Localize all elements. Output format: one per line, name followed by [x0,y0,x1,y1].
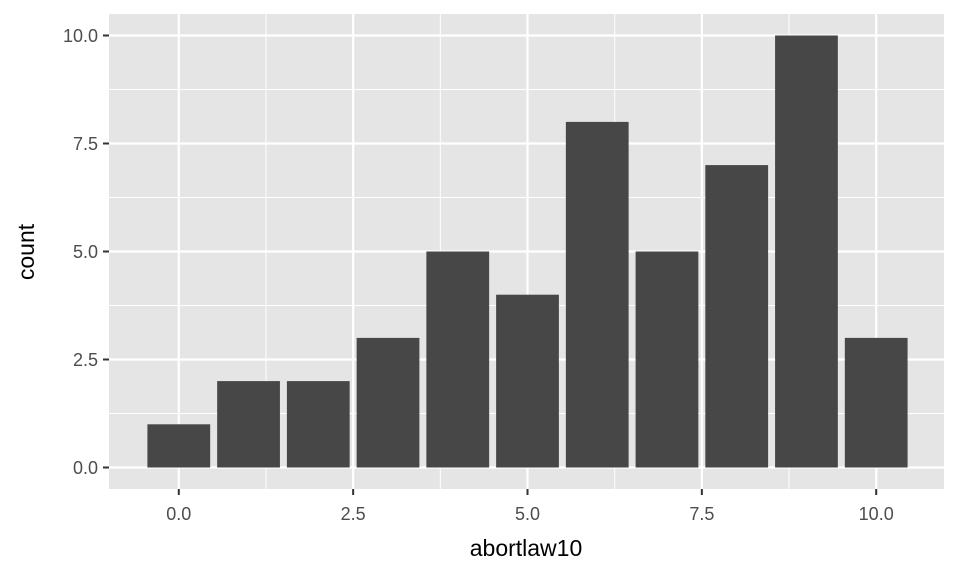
x-tick-label: 10.0 [859,504,894,524]
bar [635,251,699,468]
bar [705,165,769,468]
bar [286,381,350,468]
y-tick-label: 10.0 [63,26,98,46]
x-tick-label: 5.0 [515,504,540,524]
x-axis: 0.0 2.5 5.0 7.5 10.0 [166,489,894,524]
y-tick-label: 5.0 [73,242,98,262]
x-axis-title: abortlaw10 [470,535,583,561]
y-axis: 0.0 2.5 5.0 7.5 10.0 [63,26,109,478]
y-tick-label: 7.5 [73,134,98,154]
x-tick-label: 0.0 [166,504,191,524]
y-axis-title: count [13,223,39,280]
bar [565,121,629,468]
bar [356,337,420,468]
bar [496,294,559,468]
bar [844,337,908,468]
x-tick-label: 2.5 [341,504,366,524]
y-tick-label: 2.5 [73,350,98,370]
bar [147,424,211,468]
bars [147,35,908,468]
x-tick-label: 7.5 [689,504,714,524]
y-tick-label: 0.0 [73,458,98,478]
bar [217,381,280,468]
bar [426,251,490,468]
bar [775,35,838,468]
